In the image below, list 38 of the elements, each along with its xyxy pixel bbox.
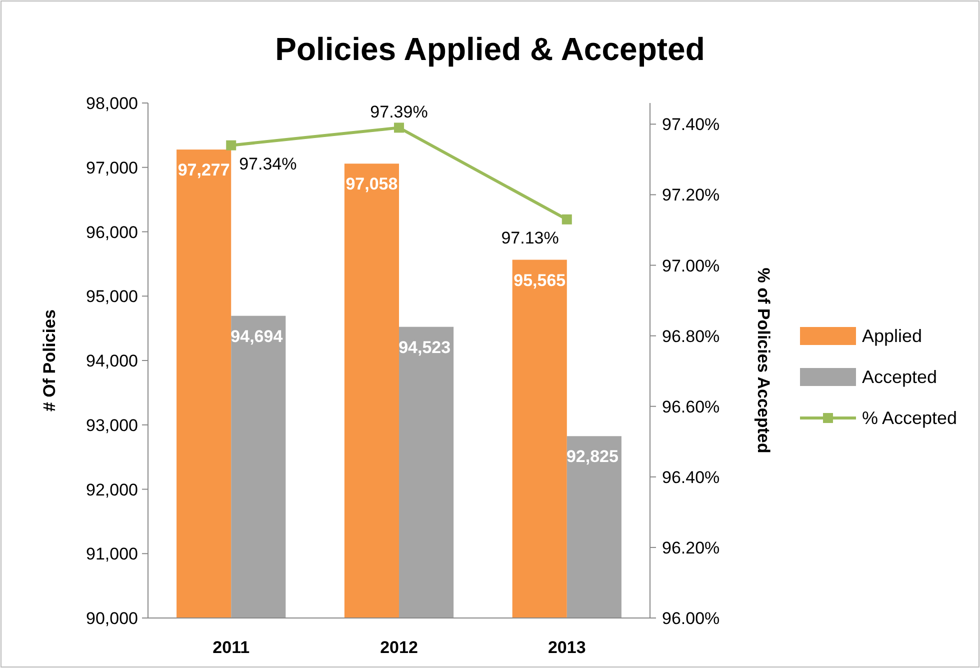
y-tick-label: 94,000 bbox=[86, 352, 138, 370]
legend-label: % Accepted bbox=[862, 408, 958, 428]
chart-title: Policies Applied & Accepted bbox=[275, 31, 705, 67]
data-label: 92,825 bbox=[566, 447, 618, 466]
y2-tick-label: 96.60% bbox=[662, 397, 720, 416]
point bbox=[226, 140, 236, 150]
y2-tick-label: 96.40% bbox=[662, 468, 720, 487]
y-tick-label: 98,000 bbox=[86, 94, 138, 113]
y-axis-title: # Of Policies bbox=[40, 309, 59, 412]
data-label: 97.13% bbox=[501, 228, 559, 248]
y-tick-label: 91,000 bbox=[86, 544, 138, 564]
legend-label: Applied bbox=[862, 326, 922, 346]
data-label: 97.34% bbox=[239, 154, 297, 174]
y2-tick-label: 96.00% bbox=[662, 609, 720, 628]
data-label: 94,523 bbox=[398, 338, 451, 357]
data-label: 97,277 bbox=[178, 160, 230, 180]
y-tick-label: 93,000 bbox=[86, 416, 138, 435]
legend-label: Accepted bbox=[862, 367, 938, 387]
x-tick-label: 2011 bbox=[212, 638, 250, 657]
x-tick-label: 2013 bbox=[548, 638, 586, 657]
y-tick-label: 92,000 bbox=[86, 480, 138, 500]
y-tick-label: 95,000 bbox=[86, 287, 138, 306]
x-tick-label: 2012 bbox=[380, 638, 418, 657]
y2-tick-label: 96.80% bbox=[662, 326, 720, 346]
y-tick-label: 96,000 bbox=[86, 222, 138, 242]
data-label: 97,058 bbox=[346, 174, 398, 194]
y2-axis-title: % of Policies Accepted bbox=[754, 268, 773, 454]
data-label: 95,565 bbox=[514, 270, 566, 290]
y2-tick-label: 97.40% bbox=[662, 115, 720, 134]
y2-tick-label: 97.00% bbox=[662, 256, 720, 276]
y-tick-label: 97,000 bbox=[86, 158, 138, 178]
point bbox=[394, 122, 404, 133]
y2-tick-label: 97.20% bbox=[662, 186, 720, 205]
data-label: 97.39% bbox=[370, 102, 428, 122]
y-tick-label: 90,000 bbox=[86, 609, 138, 628]
y2-tick-label: 96.20% bbox=[662, 538, 720, 558]
data-label: 94,694 bbox=[230, 326, 284, 346]
point bbox=[562, 214, 572, 224]
